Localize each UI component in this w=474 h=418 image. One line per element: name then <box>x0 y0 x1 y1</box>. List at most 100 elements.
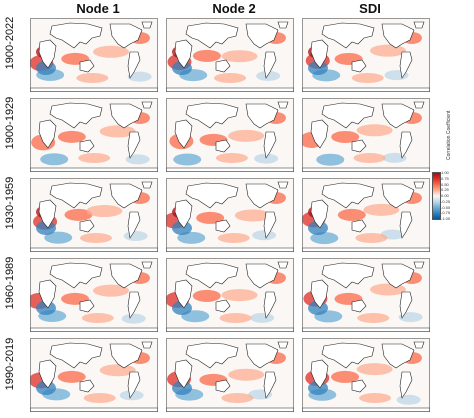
colorbar <box>432 172 441 220</box>
coastline <box>174 119 193 149</box>
correlation-patch <box>228 368 265 381</box>
row-label-1960-1989: 1960-1989 <box>4 256 16 310</box>
correlation-patch <box>172 61 192 75</box>
coastline <box>166 87 294 92</box>
coastline <box>30 167 158 172</box>
row-label-1930-1959: 1930-1959 <box>4 176 16 230</box>
correlation-patch <box>36 221 56 235</box>
coastline <box>263 291 277 319</box>
correlation-patch <box>36 301 56 315</box>
map-panel-1900-2022-node-2 <box>166 18 294 92</box>
panel-frame <box>30 178 158 252</box>
correlation-patch <box>99 125 136 138</box>
coastline <box>381 263 415 289</box>
correlation-patch <box>36 381 56 395</box>
coastline <box>310 39 329 69</box>
correlation-patch <box>337 208 366 221</box>
coastline <box>215 379 231 393</box>
coastline <box>263 371 277 399</box>
correlation-patch <box>256 70 281 81</box>
coastline <box>79 139 95 153</box>
coastline <box>166 167 294 172</box>
map-panel-1900-1929-sdi <box>302 98 430 172</box>
map-panel-1900-1929-node-1 <box>30 98 158 172</box>
coastline <box>79 379 95 393</box>
coastline <box>49 342 103 369</box>
coastline <box>302 87 430 92</box>
coastline <box>310 279 329 309</box>
coastline <box>321 22 375 49</box>
coastline <box>277 21 289 29</box>
map-svg <box>166 98 294 172</box>
map-panel-1990-2019-node-2 <box>166 338 294 412</box>
map-svg <box>302 178 430 252</box>
panel-frame <box>166 178 294 252</box>
coastline <box>310 119 329 149</box>
map-panel-1960-1989-sdi <box>302 258 430 332</box>
coastline <box>79 299 95 313</box>
coastline <box>245 103 279 129</box>
coastline <box>141 101 153 109</box>
panel-frame <box>166 98 294 172</box>
panel-frame <box>30 98 158 172</box>
coastline <box>277 101 289 109</box>
map-panel-1960-1989-node-1 <box>30 258 158 332</box>
coastline <box>351 59 367 73</box>
coastline <box>381 343 415 369</box>
coastline <box>215 299 231 313</box>
correlation-patch <box>172 381 192 395</box>
correlation-patch <box>331 130 360 143</box>
panel-frame <box>302 338 430 412</box>
correlation-patch <box>369 44 406 57</box>
coastline <box>413 261 425 269</box>
panel-frame <box>30 258 158 332</box>
coastline <box>49 102 103 129</box>
coastline <box>49 262 103 289</box>
coastline <box>351 219 367 233</box>
coastline <box>302 167 430 172</box>
coastline <box>109 23 143 49</box>
map-panel-1930-1959-node-2 <box>166 178 294 252</box>
coastline <box>127 211 141 239</box>
coastline <box>127 51 141 79</box>
coastline <box>263 211 277 239</box>
colorbar-tick-label: 0.00 <box>441 193 449 198</box>
correlation-patch <box>355 233 388 243</box>
coastline <box>321 262 375 289</box>
coastline <box>141 21 153 29</box>
map-svg <box>30 18 158 92</box>
map-panel-1990-2019-sdi <box>302 338 430 412</box>
coastline <box>215 139 231 153</box>
panel-frame <box>166 18 294 92</box>
panel-frame <box>302 18 430 92</box>
correlation-patch <box>215 153 248 163</box>
coastline <box>399 211 413 239</box>
correlation-patch <box>172 301 192 315</box>
coastline <box>79 219 95 233</box>
coastline <box>166 327 294 332</box>
panel-frame <box>302 178 430 252</box>
correlation-patch <box>44 231 73 244</box>
coastline <box>166 247 294 252</box>
correlation-patch <box>310 232 339 245</box>
column-header-sdi: SDI <box>359 1 381 16</box>
correlation-patch <box>173 153 202 166</box>
coastline <box>38 279 57 309</box>
coastline <box>30 247 158 252</box>
coastline <box>38 39 57 69</box>
correlation-patch <box>252 230 277 241</box>
coastline <box>174 359 193 389</box>
map-svg <box>302 258 430 332</box>
coastline <box>277 181 289 189</box>
correlation-patch <box>80 233 113 243</box>
correlation-patch <box>221 393 254 403</box>
correlation-patch <box>363 203 400 216</box>
coastline <box>30 87 158 92</box>
map-svg <box>166 178 294 252</box>
colorbar-tick-label: 0.25 <box>441 187 449 193</box>
correlation-patch <box>234 209 271 222</box>
coastline <box>413 341 425 349</box>
panel-frame <box>302 98 430 172</box>
colorbar-tick-label: 1.00 <box>441 170 449 175</box>
coastline <box>310 359 329 389</box>
